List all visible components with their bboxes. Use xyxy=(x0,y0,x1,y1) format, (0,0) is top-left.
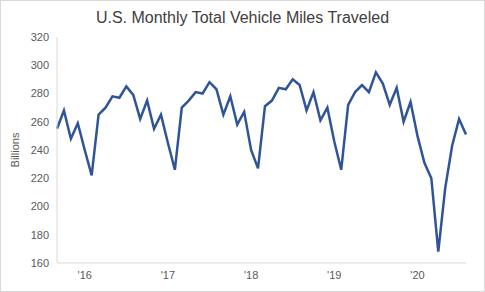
svg-text:'20: '20 xyxy=(410,269,424,281)
svg-text:Billions: Billions xyxy=(9,132,21,167)
svg-text:'19: '19 xyxy=(327,269,341,281)
svg-text:200: 200 xyxy=(31,200,49,212)
svg-text:220: 220 xyxy=(31,172,49,184)
svg-text:'18: '18 xyxy=(244,269,258,281)
html-text:U.S. Monthly Total Vehicle Mil: U.S. Monthly Total Vehicle Miles Travele… xyxy=(95,9,390,26)
svg-text:'16: '16 xyxy=(78,269,92,281)
svg-text:260: 260 xyxy=(31,116,49,128)
svg-text:300: 300 xyxy=(31,59,49,71)
svg-text:280: 280 xyxy=(31,87,49,99)
svg-text:180: 180 xyxy=(31,229,49,241)
svg-text:'17: '17 xyxy=(161,269,175,281)
svg-text:160: 160 xyxy=(31,257,49,269)
svg-text:320: 320 xyxy=(31,31,49,43)
svg-text:240: 240 xyxy=(31,144,49,156)
